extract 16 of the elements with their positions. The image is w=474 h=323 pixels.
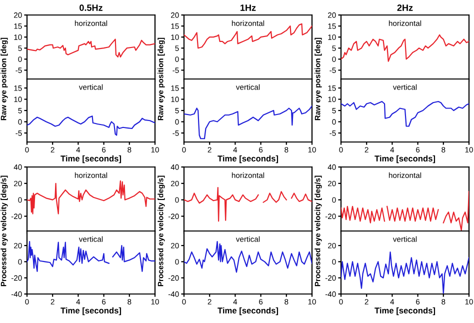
x-axis-title: Time [seconds] [374, 307, 436, 316]
x-axis-title: Time [seconds] [60, 307, 122, 316]
x-axis-title: Time [seconds] [60, 155, 122, 164]
line-series [27, 38, 155, 58]
x-axis-title: Time [seconds] [218, 155, 278, 164]
chart-title: 2Hz [397, 4, 413, 11]
x-axis-title: Time [seconds] [218, 307, 278, 316]
line-series [341, 100, 469, 127]
line-series [184, 105, 312, 140]
chart-title: 1Hz [240, 4, 256, 11]
line-series [27, 116, 155, 136]
line-series [27, 180, 155, 214]
line-series [184, 240, 312, 273]
line-series [341, 34, 469, 62]
chart-title: 0.5Hz [80, 4, 102, 11]
x-axis-title: Time [seconds] [374, 155, 436, 164]
